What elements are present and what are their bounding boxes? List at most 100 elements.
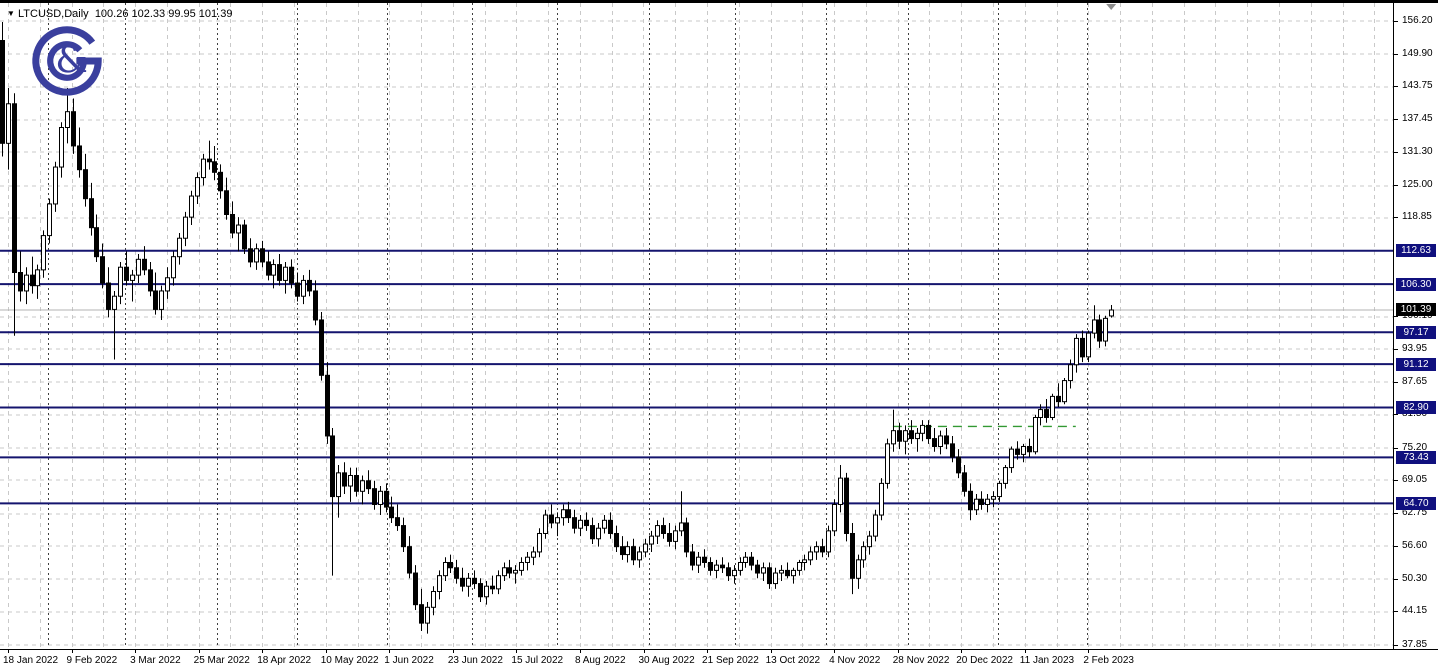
candle-body bbox=[578, 519, 583, 529]
candle-body bbox=[502, 567, 507, 577]
candle-body bbox=[1103, 317, 1108, 342]
candle-body bbox=[289, 266, 294, 284]
price-level-badge: 73.43 bbox=[1396, 450, 1436, 464]
candle-body bbox=[791, 569, 796, 577]
candle-body bbox=[136, 258, 141, 276]
candle-body bbox=[47, 203, 52, 237]
price-tick bbox=[1394, 53, 1398, 55]
price-tick bbox=[1394, 545, 1398, 547]
candle-body bbox=[437, 575, 442, 592]
price-tick bbox=[1394, 578, 1398, 580]
date-tick-label: 13 Oct 2022 bbox=[765, 655, 821, 666]
candle-body bbox=[18, 271, 23, 292]
svg-text:&: & bbox=[55, 39, 88, 82]
price-tick-label: 143.75 bbox=[1402, 80, 1433, 92]
candle-body bbox=[266, 261, 271, 276]
date-tick-label: 23 Jun 2022 bbox=[447, 655, 503, 666]
candle-body bbox=[625, 546, 630, 556]
chart-plot-area[interactable] bbox=[0, 0, 1393, 649]
g-ampersand-logo-icon: & bbox=[32, 26, 102, 96]
candle-body bbox=[572, 517, 577, 529]
candle-body bbox=[342, 472, 347, 487]
candle-body bbox=[696, 556, 701, 566]
candle-body bbox=[761, 567, 766, 574]
date-tick-label: 10 May 2022 bbox=[320, 655, 379, 666]
support-resistance-lines[interactable] bbox=[0, 249, 1393, 505]
candle-body bbox=[844, 477, 849, 534]
price-tick bbox=[1394, 447, 1398, 449]
price-axis[interactable]: 156.20 149.90 143.75 137.45 131.30 125.00 118.… bbox=[1393, 3, 1438, 650]
price-tick-label: 137.45 bbox=[1402, 113, 1433, 125]
price-chart[interactable] bbox=[0, 0, 1393, 649]
candle-body bbox=[389, 506, 394, 519]
candle-body bbox=[1021, 445, 1026, 455]
candle-body bbox=[254, 248, 259, 263]
chart-shift-marker-icon[interactable] bbox=[1106, 4, 1117, 10]
candle-body bbox=[330, 435, 335, 498]
candle-body bbox=[891, 430, 896, 445]
price-tick bbox=[1394, 316, 1398, 318]
candle-body bbox=[1050, 395, 1055, 418]
price-tick bbox=[1394, 119, 1398, 121]
date-tick-label: 15 Jul 2022 bbox=[511, 655, 564, 666]
price-level-badge: 106.30 bbox=[1396, 277, 1436, 291]
candle-body bbox=[325, 374, 330, 437]
candle-body bbox=[183, 216, 188, 239]
candle-body bbox=[879, 482, 884, 516]
candle-body bbox=[590, 525, 595, 540]
date-tick bbox=[326, 650, 327, 653]
candle-body bbox=[218, 171, 223, 192]
candle-body bbox=[384, 490, 389, 508]
candle-body bbox=[35, 269, 40, 287]
candle-body bbox=[1033, 416, 1038, 453]
candle-body bbox=[94, 227, 99, 258]
price-tick-label: 44.15 bbox=[1402, 605, 1428, 617]
candle-body bbox=[1056, 395, 1061, 403]
candle-body bbox=[997, 482, 1002, 498]
candle-body bbox=[472, 577, 477, 585]
candle-body bbox=[1003, 467, 1008, 484]
candle-body bbox=[549, 514, 554, 524]
candle-body bbox=[956, 456, 961, 474]
candle-body bbox=[661, 525, 666, 534]
candle-body bbox=[124, 266, 129, 281]
price-level-badge: 91.12 bbox=[1396, 357, 1436, 371]
candle-body bbox=[1109, 309, 1114, 317]
candle-body bbox=[950, 443, 955, 458]
time-axis[interactable]: 18 Jan 2022 9 Feb 2022 3 Mar 2022 25 Mar 20… bbox=[0, 649, 1438, 671]
candle-body bbox=[909, 430, 914, 440]
candle-body bbox=[507, 567, 512, 574]
candle-body bbox=[100, 256, 105, 284]
window-top-frame bbox=[0, 0, 1438, 3]
price-tick-label: 87.65 bbox=[1402, 375, 1428, 387]
candle-body bbox=[260, 248, 265, 263]
candle-body bbox=[419, 604, 424, 624]
candle-body bbox=[478, 583, 483, 598]
price-tick-label: 149.90 bbox=[1402, 47, 1433, 59]
candle-body bbox=[195, 177, 200, 197]
date-tick-label: 20 Dec 2022 bbox=[956, 655, 1013, 666]
candle-body bbox=[59, 127, 64, 168]
candle-body bbox=[926, 424, 931, 440]
symbol-dropdown-icon[interactable]: ▼ bbox=[7, 9, 15, 18]
candle-body bbox=[360, 480, 365, 492]
candle-body bbox=[543, 514, 548, 534]
candle-body bbox=[354, 474, 359, 492]
candle-body bbox=[525, 556, 530, 563]
candle-body bbox=[962, 472, 967, 492]
candle-body bbox=[897, 430, 902, 442]
candle-body bbox=[885, 443, 890, 484]
candle-body bbox=[12, 103, 17, 273]
candle-body bbox=[738, 561, 743, 571]
date-tick bbox=[8, 650, 9, 653]
candle-body bbox=[201, 158, 206, 179]
candle-body bbox=[974, 498, 979, 511]
price-tick-label: 93.95 bbox=[1402, 342, 1428, 354]
candle-body bbox=[856, 559, 861, 579]
candle-body bbox=[814, 546, 819, 553]
candle-body bbox=[454, 567, 459, 579]
date-tick bbox=[834, 650, 835, 653]
candle-body bbox=[295, 282, 300, 297]
candle-body bbox=[714, 564, 719, 571]
